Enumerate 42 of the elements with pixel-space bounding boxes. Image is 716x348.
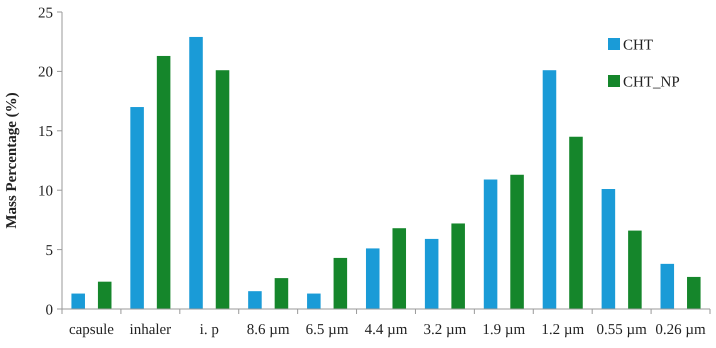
bar — [628, 230, 642, 309]
legend-label: CHT — [623, 37, 653, 54]
bar — [366, 248, 380, 309]
bar — [687, 276, 701, 309]
x-tick-label: 3.2 µm — [424, 322, 467, 338]
x-tick-label: inhaler — [130, 322, 172, 338]
bar — [71, 294, 85, 309]
bar — [130, 107, 144, 309]
bar — [274, 278, 288, 309]
y-tick-label: 5 — [46, 242, 53, 259]
x-tick-label: 1.9 µm — [482, 322, 526, 338]
y-axis-title: Mass Percentage (%) — [4, 92, 20, 229]
bar — [334, 258, 348, 309]
y-tick-label: 10 — [38, 183, 53, 200]
y-tick-label: 0 — [46, 302, 53, 318]
x-tick-label: i. p — [200, 322, 219, 338]
bar — [189, 36, 203, 309]
bar — [216, 70, 230, 309]
bar — [510, 174, 524, 309]
x-tick-label: 8.6 µm — [246, 322, 290, 338]
x-tick-label: 0.26 µm — [655, 322, 706, 338]
x-tick-label: capsule — [68, 322, 114, 338]
x-tick-label: 1.2 µm — [541, 322, 584, 338]
bar — [98, 282, 112, 309]
bar — [424, 238, 438, 309]
bar — [484, 180, 498, 309]
legend-label: CHT_NP — [623, 74, 680, 90]
bar — [542, 70, 556, 309]
bar — [156, 56, 170, 309]
bar — [248, 291, 262, 309]
bar — [660, 264, 674, 309]
x-tick-label: 6.5 µm — [306, 322, 349, 338]
bar — [392, 228, 406, 309]
y-tick-label: 20 — [38, 64, 53, 81]
bar — [451, 223, 465, 309]
x-tick-label: 0.55 µm — [596, 322, 648, 338]
y-tick-label: 15 — [38, 124, 53, 140]
bar — [569, 136, 583, 309]
bar — [307, 294, 321, 309]
x-tick-label: 4.4 µm — [364, 322, 408, 338]
bar — [602, 189, 616, 309]
y-tick-label: 25 — [38, 5, 53, 22]
